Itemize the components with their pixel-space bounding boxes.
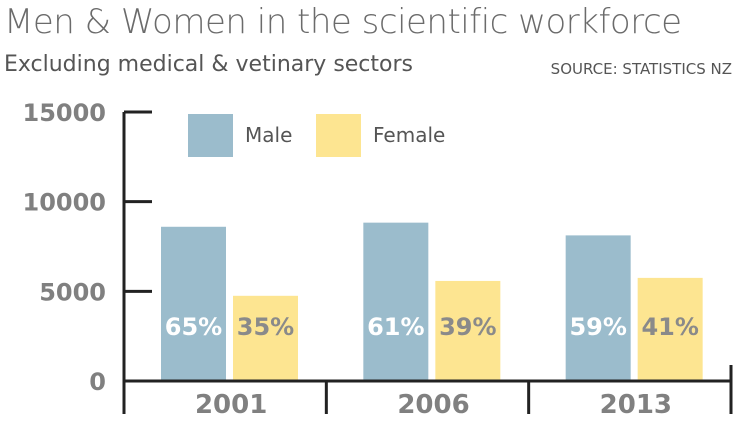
data-label: 61% <box>367 313 424 341</box>
y-tick-label: 10000 <box>23 189 107 217</box>
legend-label-female: Female <box>373 123 445 147</box>
chart-subtitle: Excluding medical & vetinary sectors <box>4 52 413 77</box>
data-label: 35% <box>237 313 294 341</box>
y-tick-label: 15000 <box>23 99 107 127</box>
x-tick-label: 2013 <box>600 390 672 420</box>
bar-female-2006 <box>435 280 501 380</box>
bar-male-2006 <box>363 222 429 380</box>
x-tick-label: 2006 <box>397 390 469 420</box>
bar-female-2013 <box>637 277 703 380</box>
bar-male-2013 <box>565 235 631 380</box>
data-label: 59% <box>569 313 626 341</box>
bar-female-2001 <box>233 295 298 380</box>
legend-label-male: Male <box>245 123 292 147</box>
data-label: 41% <box>641 313 698 341</box>
data-label: 39% <box>439 313 496 341</box>
y-tick-label: 0 <box>89 368 106 396</box>
legend-swatch-male <box>188 114 233 157</box>
legend-swatch-female <box>316 114 361 157</box>
x-tick-label: 2001 <box>195 390 267 420</box>
chart-source: SOURCE: STATISTICS NZ <box>550 60 732 78</box>
data-label: 65% <box>165 313 222 341</box>
bar-male-2001 <box>161 226 226 380</box>
y-tick-label: 5000 <box>39 278 106 306</box>
chart-title: Men & Women in the scientific workforce <box>4 2 682 42</box>
